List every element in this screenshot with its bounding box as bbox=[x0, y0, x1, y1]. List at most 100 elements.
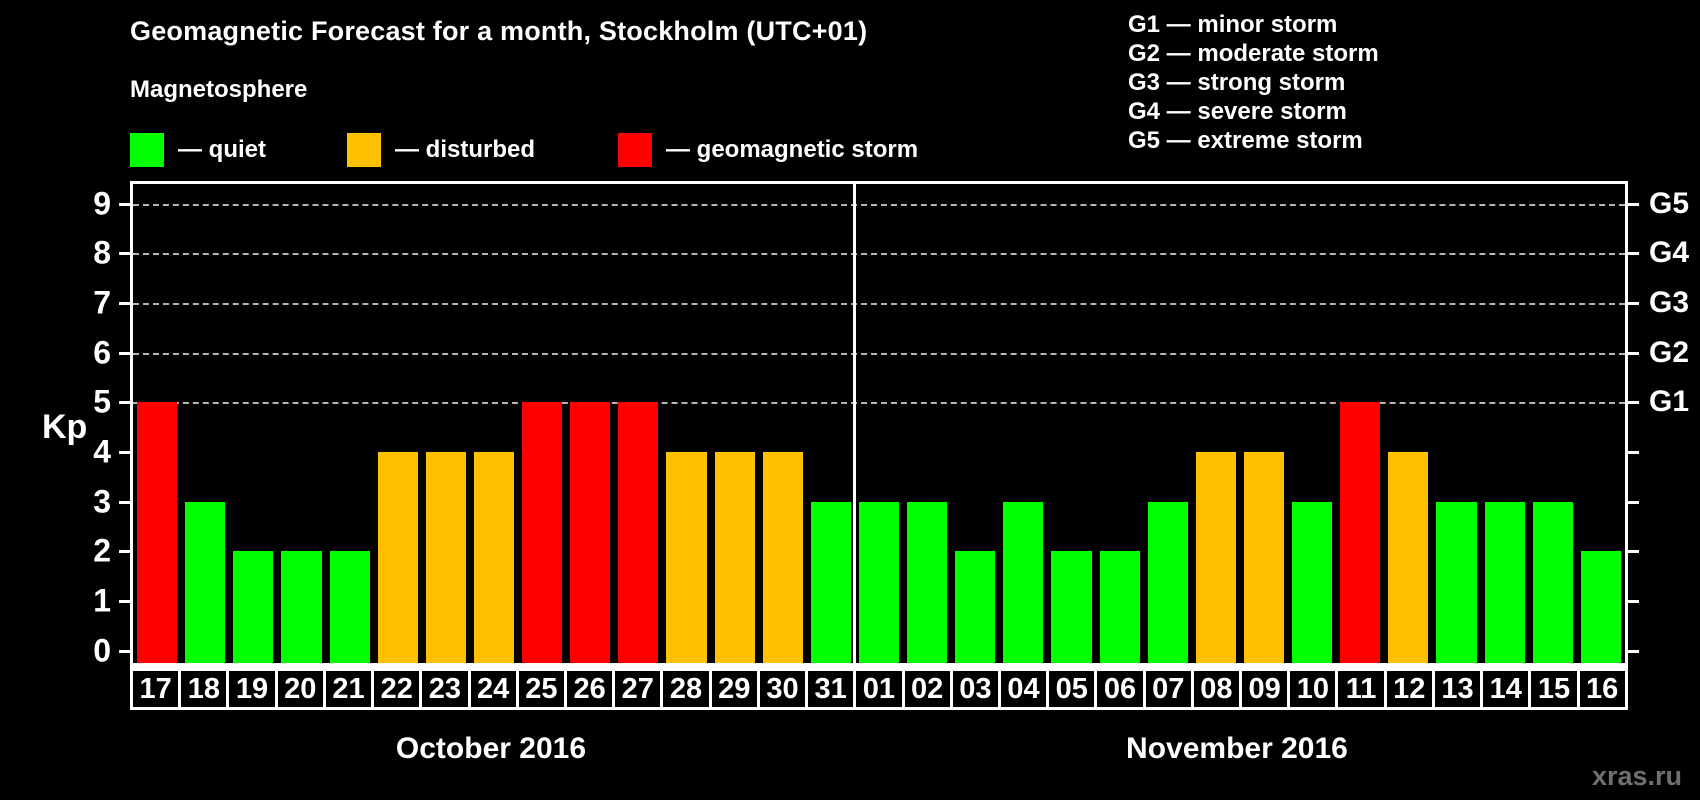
day-label-08: 08 bbox=[1193, 671, 1243, 707]
g-axis-label-g4: G4 bbox=[1649, 236, 1690, 270]
y-tick-label-3: 3 bbox=[93, 483, 111, 520]
kp-bar-day-23-disturbed bbox=[425, 452, 466, 663]
page-title: Geomagnetic Forecast for a month, Stockh… bbox=[130, 16, 868, 46]
kp-bar-day-31-quiet bbox=[810, 501, 851, 663]
disturbed-swatch bbox=[347, 133, 381, 167]
y-tick-left-0 bbox=[119, 649, 133, 653]
kp-bar-day-12-disturbed bbox=[1388, 452, 1429, 663]
y-tick-right-7 bbox=[1625, 302, 1639, 306]
kp-bar-day-28-disturbed bbox=[666, 452, 707, 663]
g-legend-line-g1: G1 — minor storm bbox=[1128, 11, 1338, 38]
day-label-18: 18 bbox=[181, 671, 230, 707]
day-label-07: 07 bbox=[1145, 671, 1194, 707]
kp-bar-day-30-disturbed bbox=[762, 452, 803, 663]
y-tick-label-6: 6 bbox=[93, 334, 111, 371]
kp-bar-day-10-quiet bbox=[1292, 501, 1333, 663]
g-axis-label-g2: G2 bbox=[1649, 335, 1690, 369]
day-label-25: 25 bbox=[518, 671, 567, 707]
y-tick-right-4 bbox=[1625, 451, 1639, 455]
y-tick-label-7: 7 bbox=[93, 284, 111, 321]
magnetosphere-label: Magnetosphere bbox=[130, 76, 308, 103]
legend-label-disturbed: — disturbed bbox=[395, 136, 536, 163]
y-tick-left-2 bbox=[119, 550, 133, 554]
day-label-02: 02 bbox=[904, 671, 953, 707]
legend-label-storm: — geomagnetic storm bbox=[666, 136, 919, 163]
kp-bar-day-01-quiet bbox=[858, 501, 900, 663]
y-tick-label-1: 1 bbox=[93, 582, 111, 619]
kp-bar-day-24-disturbed bbox=[473, 452, 515, 663]
watermark: xras.ru bbox=[1591, 761, 1682, 791]
gridline-kp6 bbox=[133, 352, 1625, 355]
day-label-22: 22 bbox=[374, 671, 423, 707]
kp-bar-day-08-disturbed bbox=[1195, 452, 1236, 663]
month-label-october: October 2016 bbox=[395, 732, 586, 765]
y-tick-left-5 bbox=[119, 401, 133, 405]
day-label-06: 06 bbox=[1097, 671, 1146, 707]
day-label-17: 17 bbox=[133, 671, 182, 707]
day-label-11: 11 bbox=[1338, 671, 1387, 707]
kp-bar-day-15-quiet bbox=[1532, 501, 1573, 663]
legend-item-storm: — geomagnetic storm bbox=[618, 133, 918, 167]
month-label-november: November 2016 bbox=[1126, 732, 1348, 765]
day-axis-row: 17 18 19 20 21 22 23 24 25 26 27 28 29 30 31 01 02 03 04 05… bbox=[130, 668, 1628, 710]
y-tick-right-5 bbox=[1625, 401, 1639, 405]
day-label-10: 10 bbox=[1290, 671, 1339, 707]
kp-bar-day-17-storm bbox=[137, 402, 178, 663]
y-axis-title-kp: Kp bbox=[42, 408, 88, 446]
gridline-kp8 bbox=[133, 253, 1625, 256]
g-axis-label-g3: G3 bbox=[1649, 286, 1690, 320]
y-tick-right-9 bbox=[1625, 202, 1639, 206]
legend-label-quiet: — quiet bbox=[178, 136, 266, 163]
legend-item-disturbed: — disturbed bbox=[347, 133, 535, 167]
day-label-26: 26 bbox=[566, 671, 616, 707]
y-tick-right-3 bbox=[1625, 500, 1639, 504]
kp-bar-day-20-quiet bbox=[281, 551, 322, 663]
y-tick-left-3 bbox=[119, 500, 133, 504]
storm-swatch bbox=[618, 133, 652, 167]
kp-bar-day-22-disturbed bbox=[377, 452, 418, 663]
kp-bar-day-16-quiet bbox=[1580, 551, 1621, 663]
y-tick-right-6 bbox=[1625, 351, 1639, 355]
kp-bar-day-05-quiet bbox=[1051, 551, 1092, 663]
y-tick-right-1 bbox=[1625, 599, 1639, 603]
kp-bar-day-11-storm bbox=[1340, 402, 1381, 663]
gridline-kp7 bbox=[133, 303, 1625, 306]
kp-bar-day-19-quiet bbox=[233, 551, 274, 663]
day-label-19: 19 bbox=[229, 671, 278, 707]
day-label-21: 21 bbox=[325, 671, 375, 707]
g-scale-legend: G1 — minor storm G2 — moderate storm G3 … bbox=[1128, 10, 1379, 155]
y-tick-left-1 bbox=[119, 599, 133, 603]
kp-bar-day-29-disturbed bbox=[714, 452, 755, 663]
kp-bar-day-03-quiet bbox=[955, 551, 996, 663]
y-tick-label-4: 4 bbox=[93, 433, 111, 470]
kp-bar-day-18-quiet bbox=[185, 501, 226, 663]
kp-bar-day-06-quiet bbox=[1099, 551, 1140, 663]
quiet-swatch bbox=[130, 133, 164, 167]
day-label-15: 15 bbox=[1531, 671, 1580, 707]
day-label-16: 16 bbox=[1579, 671, 1625, 707]
legend-item-quiet: — quiet bbox=[130, 133, 266, 167]
plot-area: 0 1 2 3 4 5 6 7 8 9 G1 G2 G3 G4 G5 bbox=[93, 184, 1689, 668]
g-axis-label-g1: G1 bbox=[1649, 385, 1690, 419]
kp-bar-chart: 0 1 2 3 4 5 6 7 8 9 G1 G2 G3 G4 G5 bbox=[93, 181, 1689, 668]
day-label-03: 03 bbox=[952, 671, 1001, 707]
day-label-24: 24 bbox=[470, 671, 519, 707]
day-label-13: 13 bbox=[1434, 671, 1484, 707]
day-label-29: 29 bbox=[711, 671, 760, 707]
y-tick-left-8 bbox=[119, 252, 133, 256]
y-tick-left-9 bbox=[119, 202, 133, 206]
kp-bar-day-13-quiet bbox=[1436, 501, 1477, 663]
day-label-14: 14 bbox=[1483, 671, 1532, 707]
day-label-04: 04 bbox=[1000, 671, 1050, 707]
day-label-01: 01 bbox=[856, 671, 905, 707]
y-tick-right-0 bbox=[1625, 649, 1639, 653]
kp-bar-day-21-quiet bbox=[329, 551, 370, 663]
day-label-05: 05 bbox=[1049, 671, 1098, 707]
month-divider bbox=[853, 184, 857, 663]
g-legend-line-g2: G2 — moderate storm bbox=[1128, 40, 1379, 67]
y-tick-label-2: 2 bbox=[93, 532, 111, 569]
kp-bar-day-09-disturbed bbox=[1243, 452, 1285, 663]
y-tick-right-8 bbox=[1625, 252, 1639, 256]
day-label-31: 31 bbox=[808, 671, 857, 707]
kp-bar-day-26-storm bbox=[570, 402, 611, 663]
